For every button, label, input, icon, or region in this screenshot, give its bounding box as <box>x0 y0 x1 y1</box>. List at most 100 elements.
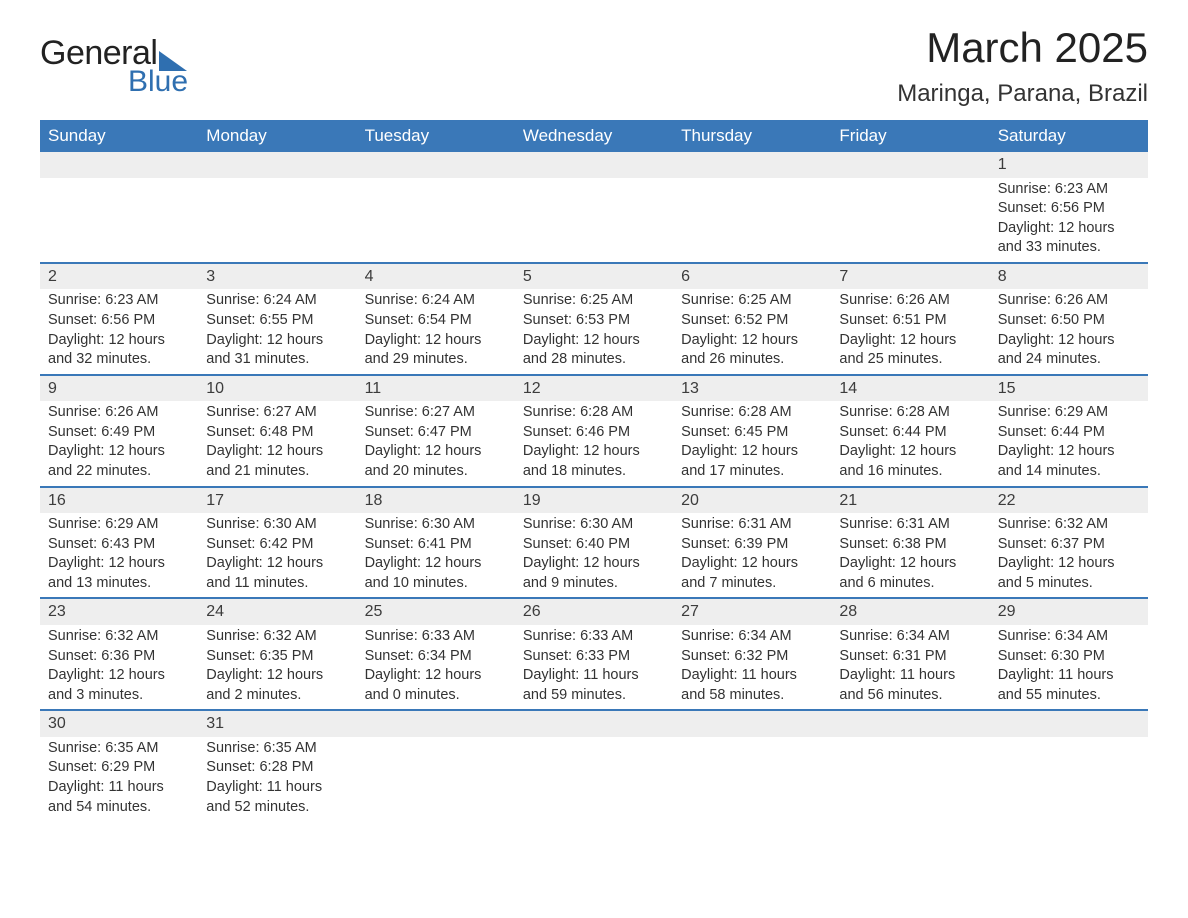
sunset-line: Sunset: 6:50 PM <box>998 311 1140 331</box>
daylight-line: Daylight: 12 hours and 11 minutes. <box>206 554 348 593</box>
sunset-line: Sunset: 6:31 PM <box>839 647 981 667</box>
day-details-cell: Sunrise: 6:31 AMSunset: 6:39 PMDaylight:… <box>673 513 831 598</box>
week-details-row: Sunrise: 6:23 AMSunset: 6:56 PM Daylight:… <box>40 289 1148 374</box>
day-number-cell: 15 <box>990 375 1148 402</box>
sunrise-line: Sunrise: 6:30 AM <box>365 515 507 535</box>
daylight-line: Daylight: 12 hours and 16 minutes. <box>839 442 981 481</box>
sunset-line: Sunset: 6:51 PM <box>839 311 981 331</box>
day-number-cell <box>40 152 198 178</box>
sunrise-line: Sunrise: 6:24 AM <box>206 291 348 311</box>
day-details-cell: Sunrise: 6:32 AMSunset: 6:36 PMDaylight:… <box>40 625 198 710</box>
day-number-cell: 23 <box>40 598 198 625</box>
weekday-header: Sunday <box>40 120 198 152</box>
daylight-line: Daylight: 11 hours and 52 minutes. <box>206 778 348 817</box>
day-number-cell: 12 <box>515 375 673 402</box>
day-details-cell: Sunrise: 6:35 AMSunset: 6:29 PMDaylight:… <box>40 737 198 821</box>
sunrise-line: Sunrise: 6:25 AM <box>523 291 665 311</box>
logo: General Blue <box>40 24 188 99</box>
day-details-cell <box>357 737 515 821</box>
calendar-table: Sunday Monday Tuesday Wednesday Thursday… <box>40 120 1148 821</box>
day-details-cell: Sunrise: 6:25 AMSunset: 6:53 PMDaylight:… <box>515 289 673 374</box>
sunrise-line: Sunrise: 6:26 AM <box>998 291 1140 311</box>
day-number-cell: 7 <box>831 263 989 290</box>
sunset-line: Sunset: 6:56 PM <box>48 311 190 331</box>
sunset-line: Sunset: 6:41 PM <box>365 535 507 555</box>
sunset-line: Sunset: 6:45 PM <box>681 423 823 443</box>
day-number-cell: 2 <box>40 263 198 290</box>
week-daynum-row: 3031 <box>40 710 1148 737</box>
daylight-line: Daylight: 12 hours and 20 minutes. <box>365 442 507 481</box>
day-details-cell <box>40 178 198 263</box>
week-details-row: Sunrise: 6:26 AMSunset: 6:49 PMDaylight:… <box>40 401 1148 486</box>
day-number-cell: 29 <box>990 598 1148 625</box>
day-details-cell <box>515 178 673 263</box>
sunrise-line: Sunrise: 6:33 AM <box>365 627 507 647</box>
day-details-cell <box>357 178 515 263</box>
day-number-cell: 13 <box>673 375 831 402</box>
page-title: March 2025 <box>897 24 1148 72</box>
day-number-cell: 3 <box>198 263 356 290</box>
sunrise-line: Sunrise: 6:23 AM <box>48 291 190 311</box>
weekday-header: Thursday <box>673 120 831 152</box>
day-details-cell: Sunrise: 6:26 AMSunset: 6:51 PMDaylight:… <box>831 289 989 374</box>
sunset-line: Sunset: 6:29 PM <box>48 758 190 778</box>
day-number-cell <box>198 152 356 178</box>
week-daynum-row: 2345678 <box>40 263 1148 290</box>
daylight-line: Daylight: 12 hours and 28 minutes. <box>523 331 665 370</box>
day-number-cell: 5 <box>515 263 673 290</box>
weekday-header: Wednesday <box>515 120 673 152</box>
location-subtitle: Maringa, Parana, Brazil <box>897 80 1148 108</box>
sunset-line: Sunset: 6:44 PM <box>998 423 1140 443</box>
daylight-line: Daylight: 11 hours and 56 minutes. <box>839 666 981 705</box>
day-details-cell <box>673 178 831 263</box>
week-details-row: Sunrise: 6:29 AMSunset: 6:43 PMDaylight:… <box>40 513 1148 598</box>
sunset-line: Sunset: 6:46 PM <box>523 423 665 443</box>
title-block: March 2025 Maringa, Parana, Brazil <box>897 24 1148 108</box>
day-details-cell: Sunrise: 6:31 AMSunset: 6:38 PMDaylight:… <box>831 513 989 598</box>
week-daynum-row: 16171819202122 <box>40 487 1148 514</box>
sunrise-line: Sunrise: 6:30 AM <box>523 515 665 535</box>
day-number-cell <box>990 710 1148 737</box>
day-number-cell: 28 <box>831 598 989 625</box>
day-number-cell: 27 <box>673 598 831 625</box>
logo-text-blue: Blue <box>128 65 188 99</box>
sunrise-line: Sunrise: 6:33 AM <box>523 627 665 647</box>
day-number-cell: 9 <box>40 375 198 402</box>
sunrise-line: Sunrise: 6:35 AM <box>206 739 348 759</box>
day-number-cell: 22 <box>990 487 1148 514</box>
sunset-line: Sunset: 6:56 PM <box>998 199 1140 219</box>
daylight-line: Daylight: 12 hours and 17 minutes. <box>681 442 823 481</box>
sunset-line: Sunset: 6:47 PM <box>365 423 507 443</box>
sunset-line: Sunset: 6:39 PM <box>681 535 823 555</box>
daylight-line: Daylight: 12 hours and 18 minutes. <box>523 442 665 481</box>
day-details-cell: Sunrise: 6:23 AMSunset: 6:56 PMDaylight:… <box>990 178 1148 263</box>
sunrise-line: Sunrise: 6:29 AM <box>998 403 1140 423</box>
sunrise-line: Sunrise: 6:26 AM <box>839 291 981 311</box>
daylight-line: Daylight: 12 hours and 14 minutes. <box>998 442 1140 481</box>
sunset-line: Sunset: 6:28 PM <box>206 758 348 778</box>
day-number-cell: 6 <box>673 263 831 290</box>
day-number-cell <box>831 152 989 178</box>
day-details-cell: Sunrise: 6:28 AMSunset: 6:44 PMDaylight:… <box>831 401 989 486</box>
sunrise-line: Sunrise: 6:26 AM <box>48 403 190 423</box>
day-number-cell: 10 <box>198 375 356 402</box>
sunrise-line: Sunrise: 6:31 AM <box>681 515 823 535</box>
day-number-cell: 18 <box>357 487 515 514</box>
daylight-line: Daylight: 12 hours and 7 minutes. <box>681 554 823 593</box>
day-details-cell: Sunrise: 6:34 AMSunset: 6:30 PMDaylight:… <box>990 625 1148 710</box>
day-details-cell: Sunrise: 6:29 AMSunset: 6:43 PMDaylight:… <box>40 513 198 598</box>
sunset-line: Sunset: 6:37 PM <box>998 535 1140 555</box>
day-details-cell: Sunrise: 6:30 AMSunset: 6:40 PMDaylight:… <box>515 513 673 598</box>
week-daynum-row: 1 <box>40 152 1148 178</box>
daylight-line: Daylight: 11 hours and 55 minutes. <box>998 666 1140 705</box>
daylight-line: Daylight: 12 hours and 33 minutes. <box>998 219 1140 258</box>
week-daynum-row: 23242526272829 <box>40 598 1148 625</box>
sunset-line: Sunset: 6:53 PM <box>523 311 665 331</box>
daylight-line: Daylight: 12 hours and 6 minutes. <box>839 554 981 593</box>
day-details-cell: Sunrise: 6:32 AMSunset: 6:37 PMDaylight:… <box>990 513 1148 598</box>
day-number-cell: 19 <box>515 487 673 514</box>
sunset-line: Sunset: 6:42 PM <box>206 535 348 555</box>
sunrise-line: Sunrise: 6:28 AM <box>681 403 823 423</box>
daylight-line: Daylight: 12 hours and 9 minutes. <box>523 554 665 593</box>
day-number-cell: 31 <box>198 710 356 737</box>
